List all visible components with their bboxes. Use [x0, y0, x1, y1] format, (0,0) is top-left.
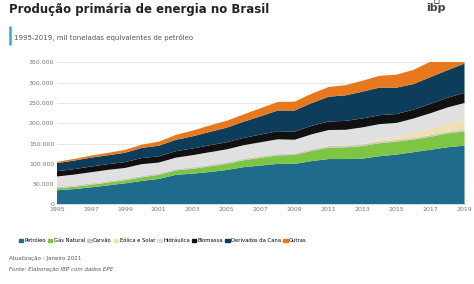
Text: Fonte: Elaboração IBP com dados EPE: Fonte: Elaboração IBP com dados EPE [9, 267, 114, 272]
Text: ibp: ibp [426, 3, 446, 13]
Text: 🔥: 🔥 [433, 0, 439, 3]
Text: Produção primária de energia no Brasil: Produção primária de energia no Brasil [9, 3, 270, 16]
Legend: Petróleo, Gás Natural, Carvão, Eólica e Solar, Hidráulica, Biomassa, Derivados d: Petróleo, Gás Natural, Carvão, Eólica e … [19, 238, 307, 243]
Text: Atualização - Janeiro 2021: Atualização - Janeiro 2021 [9, 256, 82, 261]
Text: 1995-2019, mil toneladas equivalentes de petróleo: 1995-2019, mil toneladas equivalentes de… [14, 34, 193, 41]
